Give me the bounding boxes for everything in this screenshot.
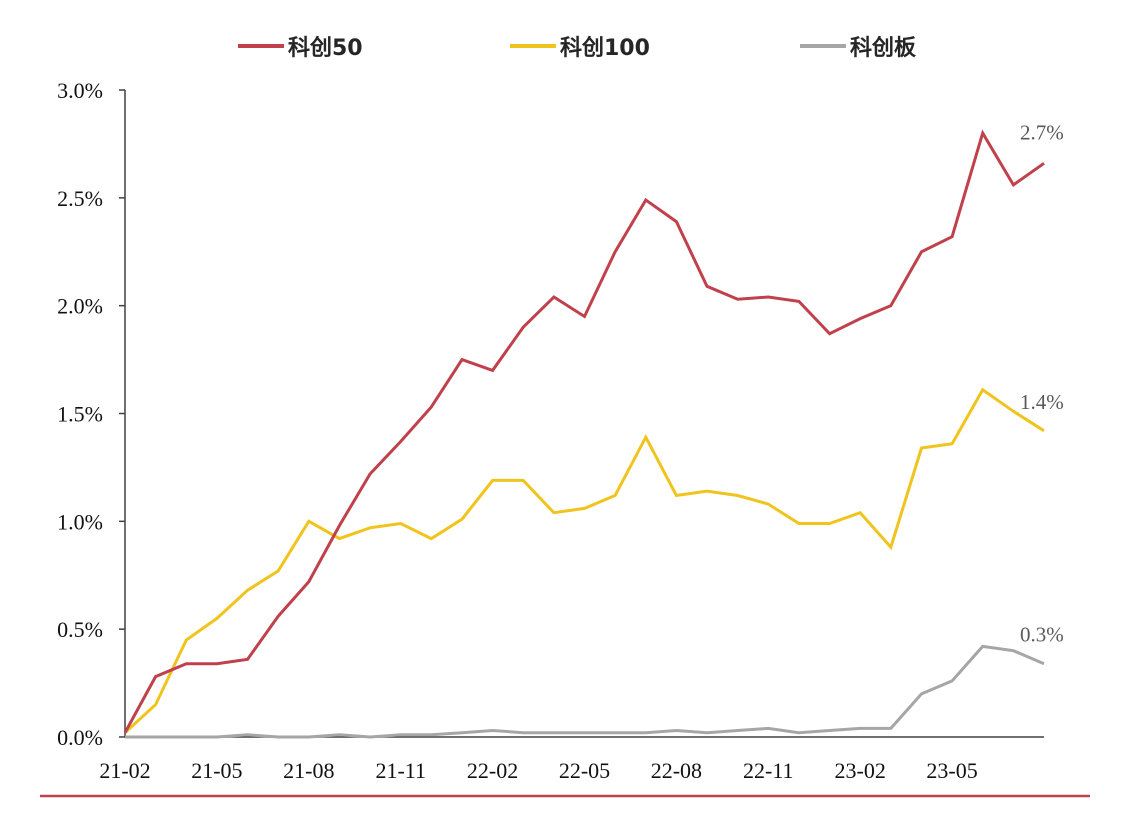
y-tick-label: 3.0% xyxy=(57,78,103,103)
legend-swatch-kc50 xyxy=(238,44,284,48)
legend-label-kcb: 科创板 xyxy=(850,36,917,61)
chart-series xyxy=(123,129,1045,739)
x-tick-label: 22-02 xyxy=(467,758,518,783)
legend-label-kc100: 科创100 xyxy=(560,36,650,61)
y-tick-label: 1.0% xyxy=(57,509,103,534)
x-tick-label: 22-05 xyxy=(559,758,610,783)
x-tick-label: 21-05 xyxy=(191,758,242,783)
end-label-kc50: 2.7% xyxy=(1020,120,1064,144)
x-tick-label: 23-02 xyxy=(835,758,886,783)
y-tick-label: 1.5% xyxy=(57,402,103,427)
legend-swatch-kcb xyxy=(800,44,846,48)
legend-item-kc100: 科创100 xyxy=(510,26,650,66)
end-label-kcb: 0.3% xyxy=(1020,623,1064,647)
legend-item-kc50: 科创50 xyxy=(238,26,363,66)
chart-end-labels: 2.7% 1.4% 0.3% xyxy=(1020,120,1064,646)
x-tick-label: 21-11 xyxy=(375,758,426,783)
x-tick-label: 22-08 xyxy=(651,758,702,783)
legend-item-kcb: 科创板 xyxy=(800,26,916,66)
legend-label-kc50: 科创50 xyxy=(288,36,363,61)
series-line-kc100 xyxy=(123,387,1045,734)
y-tick-label: 2.5% xyxy=(57,186,103,211)
x-tick-label: 21-08 xyxy=(283,758,334,783)
end-label-kc100: 1.4% xyxy=(1020,390,1064,414)
y-tick-label: 2.0% xyxy=(57,294,103,319)
series-line-kc50 xyxy=(123,129,1045,734)
chart-axes: 0.0% 0.5% 1.0% 1.5% 2.0% 2.5% 3.0% 21-02 21-05 21… xyxy=(57,78,1044,783)
chart-legend: 科创50 科创100 科创板 xyxy=(0,26,1121,66)
x-tick-label: 21-02 xyxy=(99,758,150,783)
y-tick-label: 0.5% xyxy=(57,617,103,642)
y-tick-label: 0.0% xyxy=(57,725,103,750)
legend-swatch-kc100 xyxy=(510,44,556,48)
x-tick-label: 23-05 xyxy=(926,758,977,783)
x-tick-label: 22-11 xyxy=(743,758,794,783)
series-line-kcb xyxy=(125,644,1045,739)
